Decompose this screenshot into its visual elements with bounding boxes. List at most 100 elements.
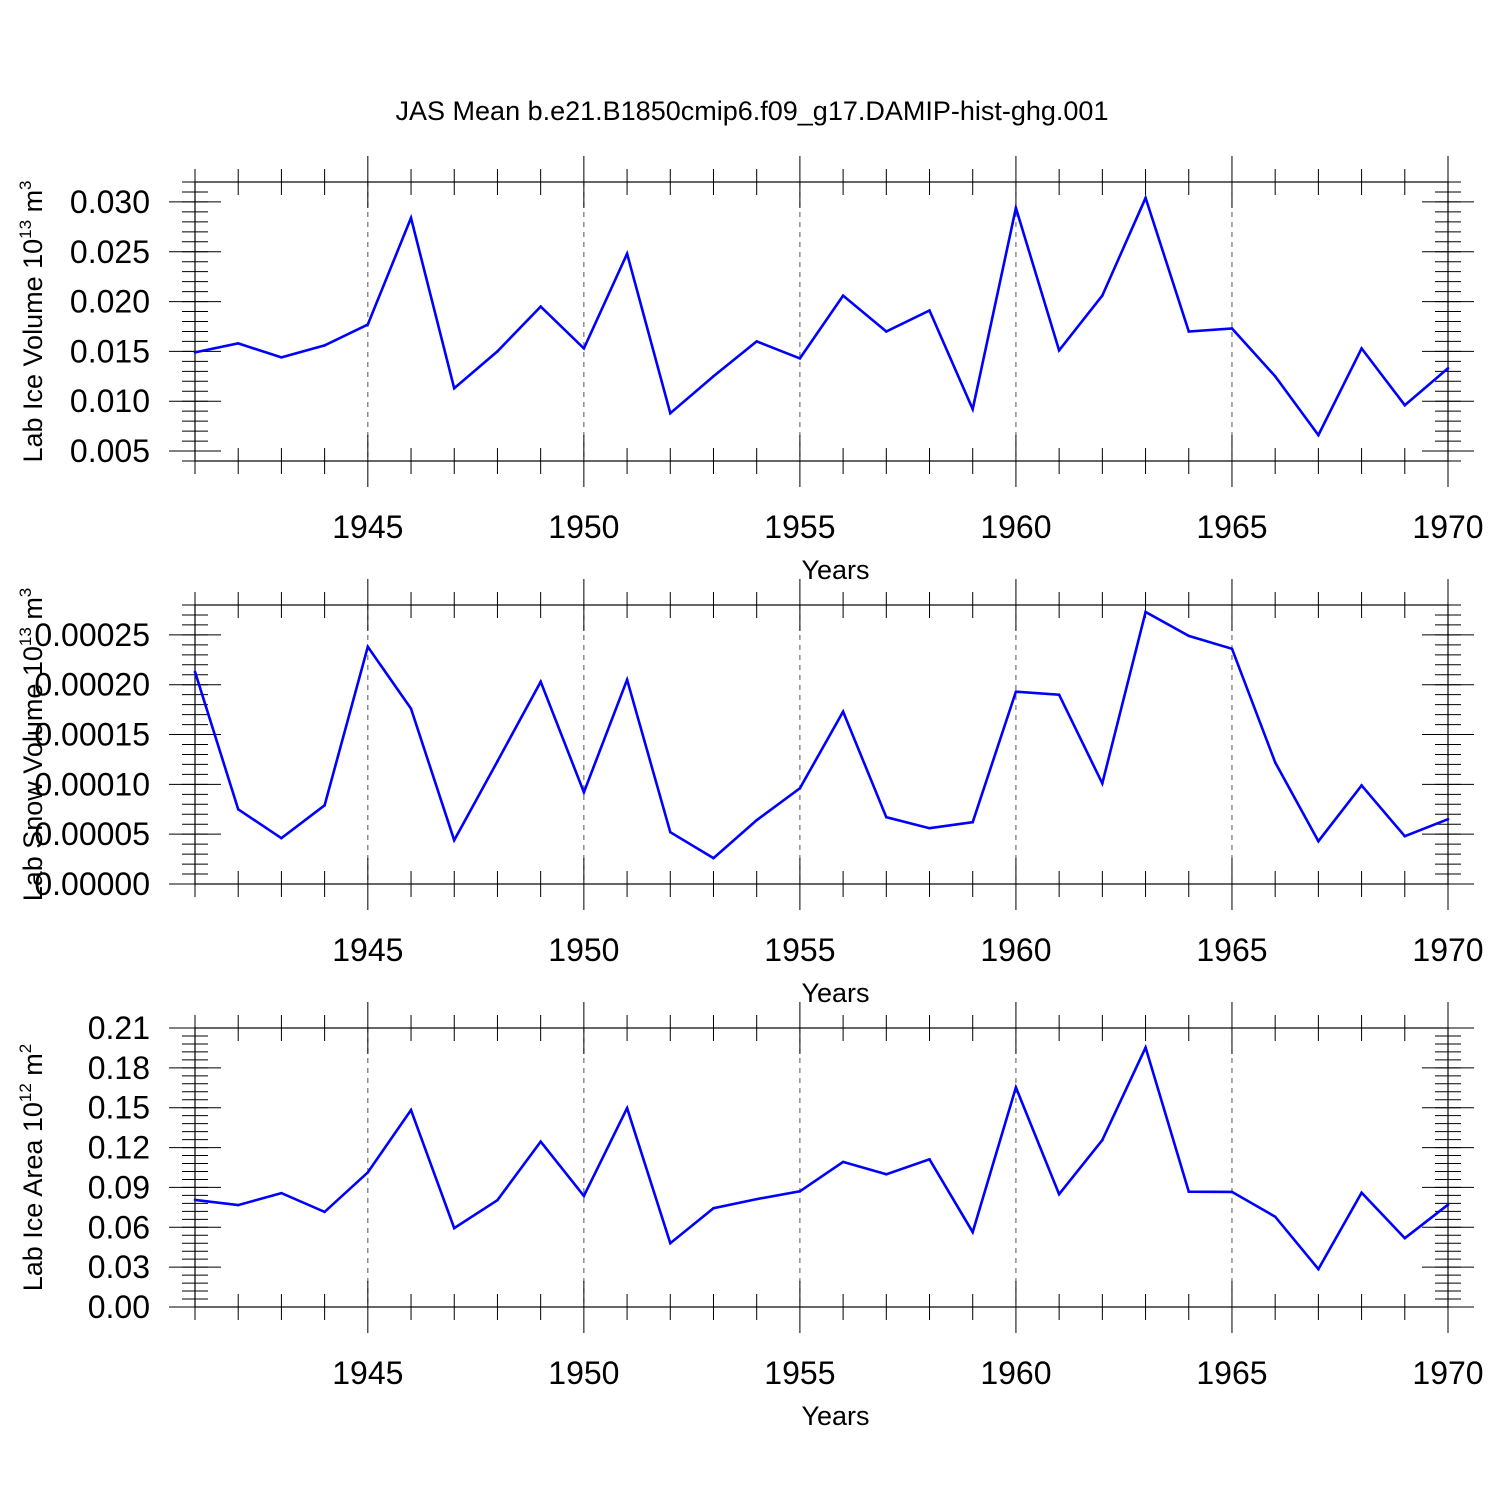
data-point (193, 670, 197, 674)
data-point (928, 309, 931, 312)
x-tick-label: 1965 (1196, 1355, 1267, 1391)
y-axis-title-unit: m (18, 190, 48, 220)
data-point (236, 807, 240, 811)
data-point (1144, 196, 1147, 200)
data-point (885, 1172, 888, 1176)
data-point (1273, 375, 1277, 378)
y-axis-title-unit-exponent: 3 (16, 180, 35, 189)
x-tick-label: 1955 (764, 932, 835, 968)
x-axis-title: Years (801, 978, 869, 1008)
data-point (1446, 817, 1450, 821)
data-point (582, 791, 586, 794)
data-point (193, 351, 197, 354)
data-point (323, 344, 326, 347)
data-point (712, 856, 715, 860)
data-point (798, 357, 802, 360)
data-point (452, 386, 456, 390)
y-axis-title-exponent: 12 (16, 1083, 35, 1102)
y-tick-label: 0.21 (88, 1010, 150, 1046)
data-point (366, 645, 370, 649)
x-tick-label: 1945 (332, 509, 403, 545)
y-tick-label: 0.06 (88, 1209, 150, 1245)
y-tick-label: 0.020 (70, 284, 150, 320)
data-point (1446, 1203, 1450, 1206)
x-tick-label: 1965 (1196, 509, 1267, 545)
data-point (280, 836, 283, 840)
data-point (971, 820, 975, 824)
data-point (841, 294, 845, 297)
data-point (625, 252, 629, 256)
data-point (1057, 693, 1061, 696)
y-tick-label: 0.00 (88, 1289, 150, 1325)
data-point (1317, 839, 1320, 843)
data-point (1187, 330, 1191, 333)
y-tick-label: 0.00010 (34, 766, 150, 802)
series-line (193, 610, 1449, 860)
data-point (928, 1157, 931, 1161)
series-line (194, 194, 1449, 438)
x-tick-label: 1950 (548, 932, 619, 968)
chart-title: JAS Mean b.e21.B1850cmip6.f09_g17.DAMIP-… (396, 96, 1109, 126)
x-tick-label: 1955 (764, 1355, 835, 1391)
x-tick-label: 1945 (332, 932, 403, 968)
data-point (1403, 1236, 1407, 1240)
y-axis-title-exponent: 13 (16, 220, 35, 239)
y-axis-title-exponent: 13 (16, 627, 35, 646)
y-tick-label: 0.18 (88, 1050, 150, 1086)
y-tick-label: 0.00000 (34, 866, 150, 902)
data-point (1057, 1192, 1061, 1196)
data-point (366, 1171, 370, 1174)
data-point (1360, 784, 1363, 787)
data-point (409, 216, 413, 220)
data-point (1360, 1191, 1363, 1195)
data-point (496, 1198, 499, 1202)
x-tick-label: 1970 (1412, 509, 1483, 545)
data-point (1273, 761, 1277, 764)
data-point (193, 1198, 197, 1202)
data-point (1403, 403, 1407, 407)
data-point (668, 411, 672, 415)
data-point (496, 350, 499, 353)
y-tick-label: 0.00015 (34, 717, 150, 753)
y-tick-label: 0.010 (70, 383, 150, 419)
y-axis-title-unit-exponent: 3 (16, 588, 35, 597)
data-point (1230, 327, 1234, 330)
data-point (236, 342, 240, 345)
data-point (1317, 433, 1320, 437)
data-point (755, 818, 758, 822)
data-point (539, 1140, 542, 1143)
data-point (1101, 294, 1104, 297)
data-point (1057, 349, 1061, 352)
data-point (712, 375, 715, 378)
data-point (885, 815, 888, 819)
data-point (971, 407, 975, 411)
x-tick-label: 1960 (980, 1355, 1051, 1391)
y-tick-label: 0.030 (70, 184, 150, 220)
data-point (539, 305, 542, 308)
data-point (1187, 634, 1191, 638)
data-point (323, 803, 326, 807)
data-point (496, 760, 499, 763)
data-point (236, 1203, 240, 1207)
y-axis-title-text: Lab Ice Area 10 (18, 1102, 48, 1291)
x-tick-label: 1965 (1196, 932, 1267, 968)
panel-2: 0.00000 0.00005 0.00010 0.00015 0.00020 0.000… (16, 579, 1484, 1008)
data-point (280, 1191, 283, 1195)
y-axis-title-unit: m (18, 1053, 48, 1083)
data-point (1360, 347, 1363, 350)
y-tick-label: 0.025 (70, 234, 150, 270)
data-point (798, 787, 802, 790)
data-point (366, 323, 370, 326)
y-tick-label: 0.09 (88, 1169, 150, 1205)
data-point (452, 838, 456, 842)
x-tick-label: 1950 (548, 1355, 619, 1391)
panels: 0.005 0.010 0.015 0.020 0.025 0.030 1945 1950 19… (16, 156, 1484, 1431)
data-point (280, 356, 283, 359)
data-point (971, 1230, 975, 1234)
data-point (1187, 1190, 1191, 1193)
y-axis-title-text: Lab Snow Volume 10 (18, 646, 48, 901)
y-tick-label: 0.00025 (34, 617, 150, 653)
y-tick-label: 0.015 (70, 333, 150, 369)
y-axis-title: Lab Ice Area 1012 m2 (16, 1044, 48, 1292)
